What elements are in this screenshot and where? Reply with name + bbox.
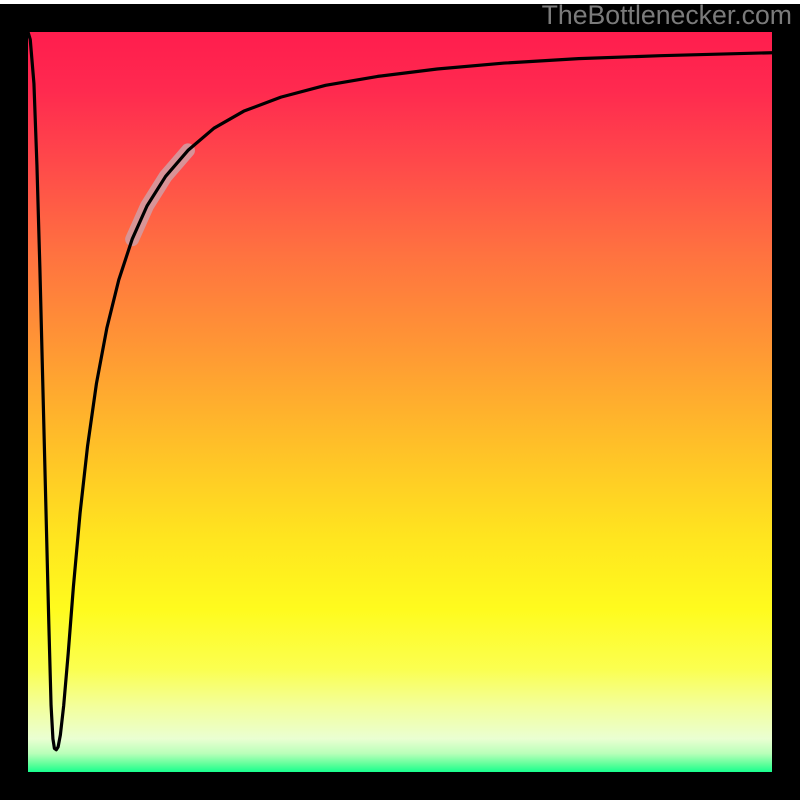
figure-stage: TheBottlenecker.com	[0, 0, 800, 800]
plot-background	[28, 32, 772, 772]
bottleneck-curve-chart	[0, 0, 800, 800]
